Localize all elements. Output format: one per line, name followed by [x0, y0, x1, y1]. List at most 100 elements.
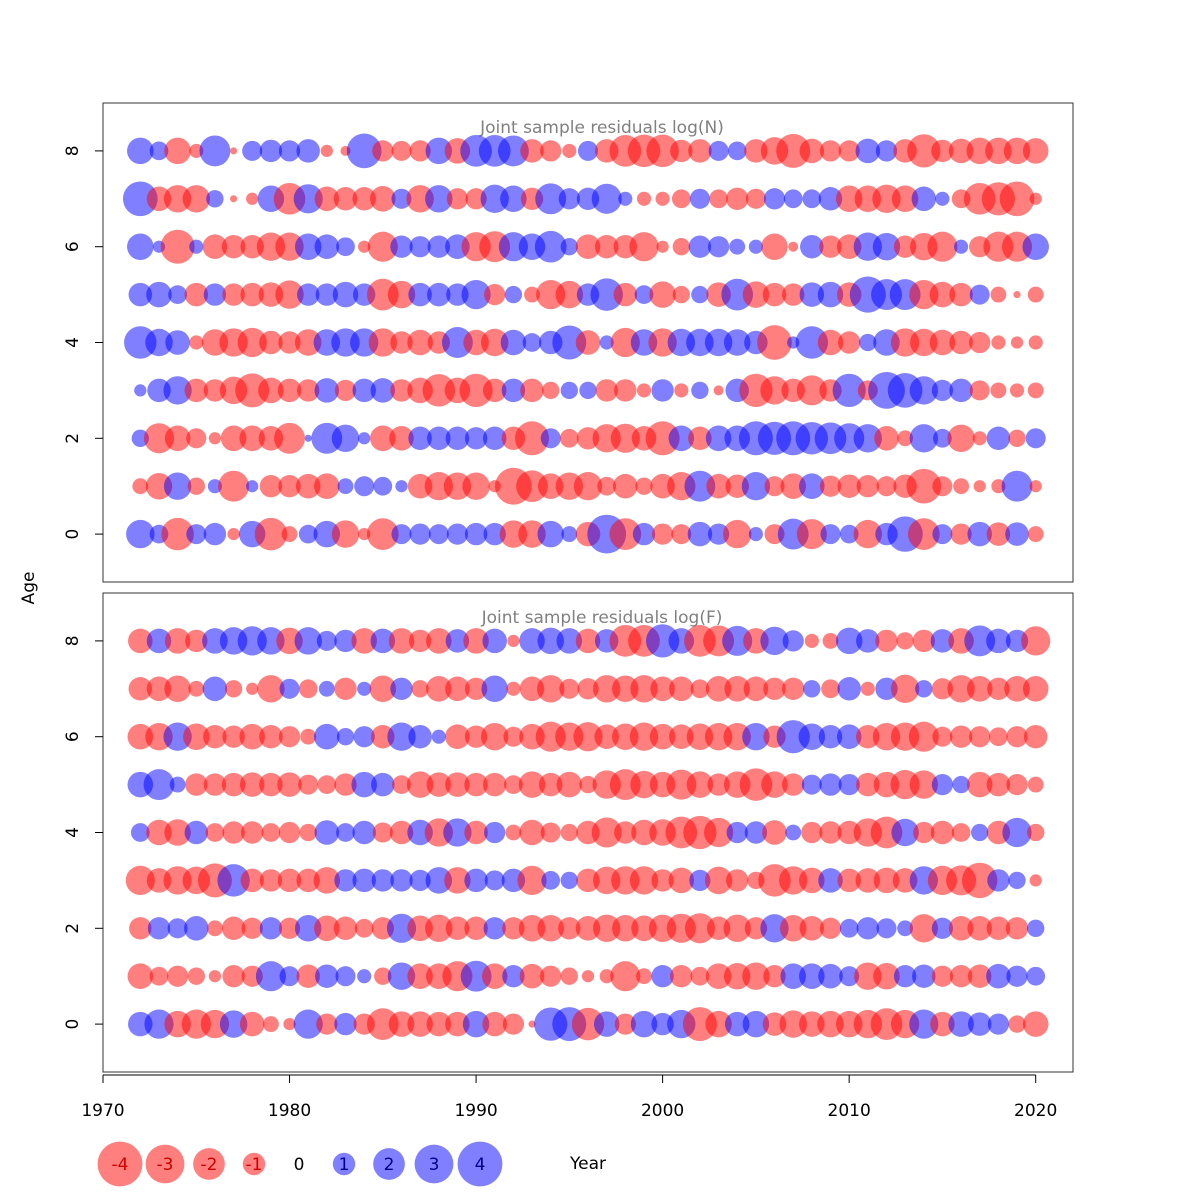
bubble-age-7-year-2002: [690, 679, 710, 699]
bubble-age-6-year-2019: [1001, 231, 1033, 262]
bubble-age-5-year-2002: [686, 771, 714, 798]
bubble-age-2-year-1984: [354, 918, 374, 938]
bubble-age-8-year-1976: [202, 628, 228, 654]
bubble-age-7-year-2012: [872, 184, 901, 213]
bubble-age-8-year-2003: [708, 140, 729, 161]
bubble-age-6-year-1996: [573, 722, 603, 752]
bubble-age-7-year-2009: [818, 187, 843, 211]
bubble-age-3-year-1995: [560, 381, 578, 400]
bubble-age-0-year-1999: [632, 522, 656, 546]
bubble-age-3-year-2014: [909, 376, 938, 405]
bubble-age-1-year-2007: [780, 963, 806, 989]
bubble-age-4-year-2015: [929, 329, 956, 356]
bubble-age-6-year-2014: [908, 721, 939, 752]
bubble-age-8-year-1980: [278, 140, 301, 162]
bubble-age-3-year-1972: [125, 865, 155, 896]
bubble-age-1-year-2002: [684, 470, 716, 502]
bubble-age-4-year-2003: [704, 817, 734, 848]
bubble-age-8-year-1989: [445, 629, 470, 653]
bubble-age-5-year-2007: [782, 773, 805, 796]
bubble-age-8-year-1973: [146, 628, 172, 654]
bubble-age-1-year-2019: [1006, 965, 1028, 987]
bubble-age-5-year-2018: [986, 772, 1011, 797]
bubble-age-3-year-2011: [855, 868, 881, 893]
bubble-age-6-year-1983: [336, 728, 355, 746]
bubble-age-4-year-1995: [560, 823, 578, 842]
bubble-age-6-year-1992: [503, 726, 524, 747]
bubble-age-8-year-2007: [776, 133, 811, 168]
bubble-age-3-year-1990: [459, 373, 493, 408]
bubble-age-8-year-2004: [722, 625, 753, 656]
bubble-age-8-year-1976: [199, 135, 231, 167]
x-tick-label: 2000: [641, 1101, 684, 1121]
bubble-age-3-year-1995: [560, 871, 578, 890]
bubble-age-2-year-2002: [684, 913, 715, 944]
bubble-age-4-year-1982: [314, 820, 340, 845]
bubble-age-2-year-2011: [856, 917, 879, 940]
bubble-age-7-year-2020: [1029, 192, 1042, 205]
bubble-age-8-year-1982: [316, 630, 337, 651]
bubble-age-4-year-2008: [801, 821, 823, 844]
bubble-age-2-year-1995: [559, 428, 579, 448]
bubble-age-5-year-1972: [128, 282, 153, 307]
bubble-age-3-year-2017: [969, 380, 990, 401]
bubble-age-7-year-1977: [230, 195, 238, 203]
bubble-age-8-year-1987: [408, 629, 432, 653]
bubble-age-7-year-1992: [500, 185, 527, 213]
bubble-age-7-year-1998: [618, 191, 633, 206]
bubble-age-3-year-1980: [277, 868, 302, 893]
bubble-age-7-year-1996: [577, 678, 599, 700]
bubble-age-4-year-1972: [130, 823, 150, 842]
bubble-age-8-year-2002: [688, 139, 712, 163]
bubble-age-0-year-1980: [283, 1017, 296, 1031]
bubble-age-0-year-2016: [948, 1011, 974, 1037]
bubble-age-7-year-1983: [333, 187, 358, 211]
bubble-age-1-year-1992: [502, 965, 525, 988]
bubble-age-8-year-2018: [986, 628, 1011, 654]
bubble-age-0-year-1975: [186, 524, 207, 545]
bubble-age-7-year-2018: [987, 677, 1010, 700]
bubble-age-1-year-2012: [876, 476, 897, 497]
bubble-age-0-year-2009: [820, 524, 841, 545]
bubble-age-5-year-1985: [371, 772, 395, 797]
bubble-age-5-year-1976: [203, 283, 227, 306]
bubble-age-7-year-1989: [445, 676, 470, 702]
bubble-age-3-year-1975: [184, 378, 209, 403]
bubble-age-1-year-2012: [873, 962, 900, 990]
bubble-age-8-year-1988: [425, 137, 453, 165]
bubble-age-6-year-1980: [275, 232, 304, 261]
panel-log-f: Joint sample residuals log(F) 0 2 4 6 8: [63, 592, 1074, 1073]
bubble-age-4-year-1979: [259, 330, 283, 355]
bubble-age-4-year-1974: [165, 330, 190, 355]
bubble-age-4-year-1993: [519, 819, 545, 846]
bubble-age-7-year-1981: [293, 184, 323, 214]
bubble-age-1-year-1978: [246, 480, 259, 493]
bubble-age-3-year-1991: [482, 378, 507, 403]
bubble-age-6-year-1997: [594, 234, 619, 259]
bubble-age-4-year-1978: [237, 327, 267, 358]
bubble-age-2-year-1995: [558, 917, 581, 940]
bubble-age-5-year-2018: [990, 286, 1007, 303]
bubble-age-6-year-2002: [688, 235, 712, 258]
bubble-age-7-year-1981: [298, 679, 318, 699]
y-tick-label: 0: [63, 1019, 83, 1030]
bubble-age-7-year-1973: [146, 186, 172, 212]
x-tick-label: 1970: [81, 1101, 124, 1121]
bubble-age-7-year-1978: [246, 682, 259, 695]
bubble-age-2-year-1987: [408, 426, 432, 451]
bubble-age-1-year-2017: [973, 480, 986, 493]
bubble-age-4-year-1991: [484, 821, 506, 844]
bubble-age-3-year-2017: [961, 862, 998, 899]
bubble-age-8-year-1992: [497, 135, 529, 167]
bubble-age-6-year-2000: [649, 723, 676, 750]
bubble-age-2-year-1977: [221, 916, 246, 941]
bubble-age-8-year-1994: [540, 140, 562, 162]
bubble-age-2-year-2008: [799, 916, 825, 941]
bubble-age-5-year-1993: [518, 771, 546, 798]
legend-bubble: [457, 1141, 503, 1187]
legend: -4 -3 -2 -1 0 1 2 3 4: [97, 1141, 503, 1187]
bubble-age-2-year-1975: [184, 916, 209, 941]
bubble-age-2-year-1993: [518, 915, 546, 942]
bubble-age-2-year-1972: [129, 917, 152, 940]
